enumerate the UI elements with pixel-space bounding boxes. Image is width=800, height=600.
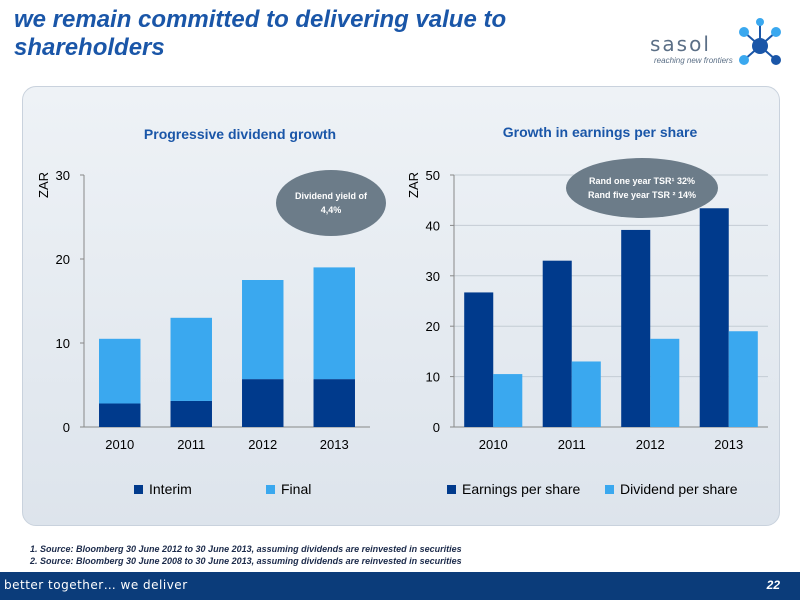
logo-tagline: reaching new frontiers bbox=[654, 56, 733, 65]
legend-label-dps: Dividend per share bbox=[620, 481, 738, 497]
left-legend-interim: Interim bbox=[134, 481, 192, 497]
y-tick-label: 20 bbox=[56, 252, 70, 267]
x-tick-label-2013: 2013 bbox=[320, 437, 349, 452]
bar-final-2010 bbox=[99, 338, 141, 404]
bar-interim-2010 bbox=[99, 403, 141, 427]
bar-dividend-per-share-2010 bbox=[493, 374, 523, 427]
page-number: 22 bbox=[766, 578, 780, 592]
tsr-line1: Rand one year TSR¹ 32% bbox=[588, 176, 696, 186]
y-tick-label: 50 bbox=[426, 168, 440, 183]
y-tick-label: 30 bbox=[56, 168, 70, 183]
right-chart-title: Growth in earnings per share bbox=[502, 124, 698, 140]
bar-earnings-per-share-2013 bbox=[699, 208, 729, 427]
tsr-line2: Rand five year TSR ² 14% bbox=[587, 190, 697, 200]
x-tick-label-2013: 2013 bbox=[714, 437, 743, 452]
dividend-yield-bubble: Dividend yield of 4,4% bbox=[276, 170, 386, 236]
x-tick-label-2010: 2010 bbox=[105, 437, 134, 452]
bar-dividend-per-share-2011 bbox=[571, 361, 601, 427]
legend-swatch-interim bbox=[134, 484, 143, 494]
footnote-2: 2. Source: Bloomberg 30 June 2008 to 30 … bbox=[30, 556, 462, 566]
right-legend-dps: Dividend per share bbox=[605, 481, 738, 497]
y-tick-label: 10 bbox=[56, 336, 70, 351]
x-tick-label-2011: 2011 bbox=[558, 437, 586, 452]
legend-swatch-eps bbox=[447, 484, 456, 494]
y-tick-label: 20 bbox=[426, 319, 440, 334]
footer-tagline: better together… we deliver bbox=[4, 578, 188, 592]
legend-label-final: Final bbox=[281, 481, 312, 497]
footnote-1: 1. Source: Bloomberg 30 June 2012 to 30 … bbox=[30, 544, 462, 554]
legend-swatch-dps bbox=[605, 484, 614, 494]
bar-dividend-per-share-2012 bbox=[650, 338, 680, 427]
bar-final-2012 bbox=[242, 280, 284, 380]
tsr-bubble: Rand one year TSR¹ 32% Rand five year TS… bbox=[566, 158, 718, 218]
dividend-yield-line2: 4,4% bbox=[320, 205, 342, 215]
y-tick-label: 40 bbox=[426, 218, 440, 233]
legend-label-interim: Interim bbox=[149, 481, 192, 497]
y-axis-label: ZAR bbox=[36, 172, 51, 198]
x-tick-label-2012: 2012 bbox=[248, 437, 277, 452]
right-legend-eps: Earnings per share bbox=[447, 481, 580, 497]
x-tick-label-2011: 2011 bbox=[177, 437, 205, 452]
bar-dividend-per-share-2013 bbox=[728, 331, 758, 427]
logo-wordmark: sasol bbox=[650, 32, 711, 56]
bar-interim-2013 bbox=[313, 379, 355, 427]
bar-interim-2011 bbox=[170, 400, 212, 427]
y-tick-label: 0 bbox=[63, 420, 70, 435]
y-tick-label: 10 bbox=[426, 370, 440, 385]
slide-title: we remain committed to delivering value … bbox=[14, 6, 507, 61]
x-tick-label-2012: 2012 bbox=[636, 437, 665, 452]
x-tick-label-2010: 2010 bbox=[479, 437, 508, 452]
legend-swatch-final bbox=[266, 484, 275, 494]
bar-earnings-per-share-2010 bbox=[464, 292, 494, 427]
y-tick-label: 30 bbox=[426, 269, 440, 284]
dividend-yield-line1: Dividend yield of bbox=[294, 191, 367, 201]
y-axis-label: ZAR bbox=[406, 172, 421, 198]
bar-final-2013 bbox=[313, 267, 355, 380]
y-tick-label: 0 bbox=[433, 420, 440, 435]
legend-label-eps: Earnings per share bbox=[462, 481, 581, 497]
bar-interim-2012 bbox=[242, 379, 284, 427]
bar-final-2011 bbox=[170, 317, 212, 401]
footer-bar: better together… we deliver 22 bbox=[0, 572, 800, 600]
bar-earnings-per-share-2011 bbox=[542, 260, 572, 427]
left-chart-title: Progressive dividend growth bbox=[143, 126, 337, 142]
molecule-icon bbox=[739, 18, 781, 65]
bar-earnings-per-share-2012 bbox=[621, 229, 651, 427]
sasol-logo: sasol reaching new frontiers bbox=[640, 18, 790, 76]
left-legend-final: Final bbox=[266, 481, 311, 497]
